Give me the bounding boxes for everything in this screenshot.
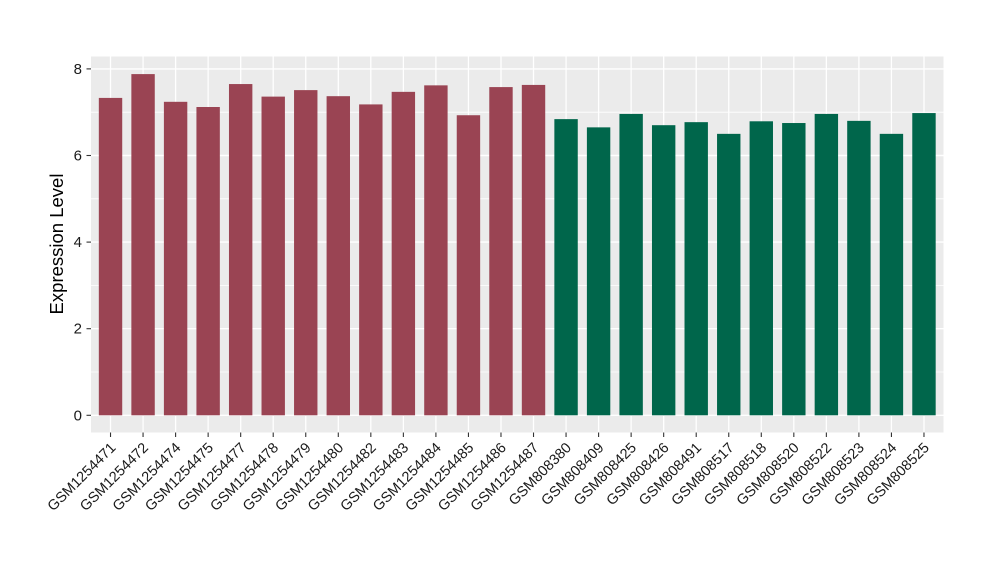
bar-GSM808426 bbox=[651, 125, 676, 416]
bar-GSM1254477 bbox=[228, 84, 253, 416]
chart-plot-area: 02468GSM1254471GSM1254472GSM1254474GSM12… bbox=[45, 56, 944, 515]
bar-GSM1254487 bbox=[521, 84, 546, 416]
bar-GSM808520 bbox=[782, 123, 806, 416]
y-axis-title: Expression Level bbox=[46, 174, 67, 315]
y-tick-label: 4 bbox=[74, 234, 82, 251]
bar-GSM1254482 bbox=[359, 104, 383, 416]
bar-GSM1254479 bbox=[294, 90, 318, 416]
y-tick-label: 6 bbox=[74, 148, 82, 165]
bar-GSM1254478 bbox=[261, 96, 285, 416]
bar-GSM1254472 bbox=[131, 74, 155, 416]
bar-GSM808491 bbox=[684, 122, 708, 416]
bar-GSM1254474 bbox=[163, 101, 188, 416]
bar-GSM808425 bbox=[619, 113, 643, 416]
bar-GSM1254485 bbox=[456, 115, 481, 416]
bar-GSM808409 bbox=[586, 127, 611, 416]
bar-GSM808517 bbox=[717, 133, 741, 416]
y-tick-label: 8 bbox=[74, 61, 82, 78]
bar-GSM1254483 bbox=[391, 91, 416, 416]
bar-GSM808523 bbox=[847, 120, 871, 416]
bar-GSM1254475 bbox=[196, 107, 220, 416]
bar-GSM1254480 bbox=[326, 96, 350, 416]
bar-GSM1254484 bbox=[424, 85, 448, 416]
bar-GSM808525 bbox=[912, 113, 936, 416]
bar-GSM808522 bbox=[814, 113, 839, 416]
bar-GSM1254471 bbox=[98, 97, 123, 416]
y-tick-label: 0 bbox=[74, 407, 82, 424]
bar-GSM808518 bbox=[749, 121, 773, 416]
bar-GSM808380 bbox=[554, 119, 578, 416]
y-tick-label: 2 bbox=[74, 321, 82, 338]
bar-GSM808524 bbox=[879, 133, 904, 416]
bar-GSM1254486 bbox=[489, 87, 513, 416]
